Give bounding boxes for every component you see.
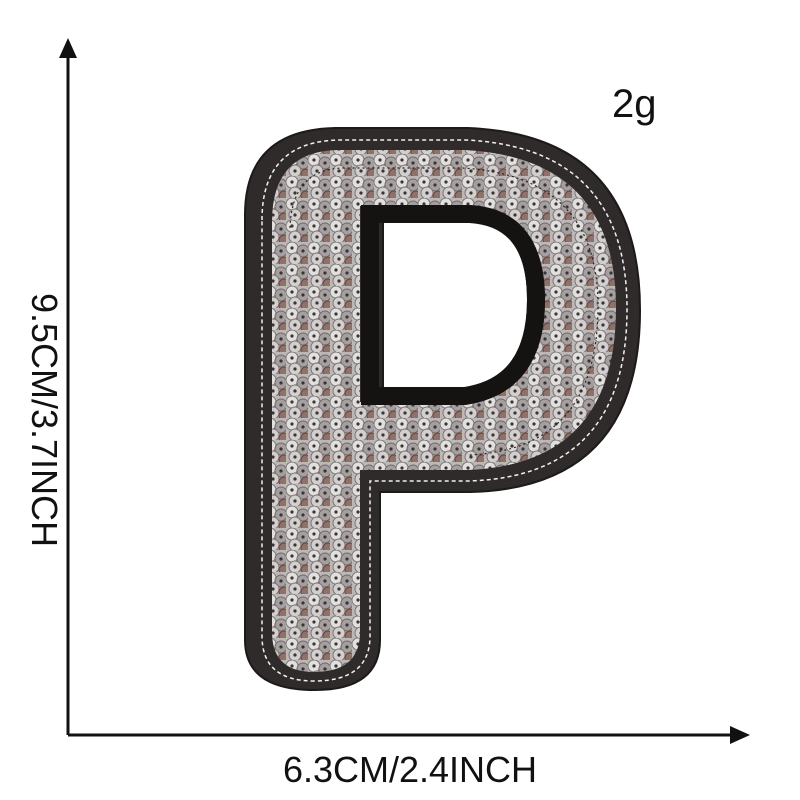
horizontal-arrow-icon — [68, 726, 750, 744]
sequin-letter-patch — [244, 127, 642, 692]
patch-stitch-line — [261, 139, 628, 682]
patch-sequin-fill — [272, 150, 616, 672]
width-dimension-label: 6.3CM/2.4INCH — [282, 749, 538, 790]
height-dimension-label: 9.5CM/3.7INCH — [24, 292, 65, 548]
patch-inner-outline — [361, 205, 546, 405]
weight-label: 2g — [612, 82, 657, 126]
vertical-arrow-icon — [59, 38, 77, 735]
